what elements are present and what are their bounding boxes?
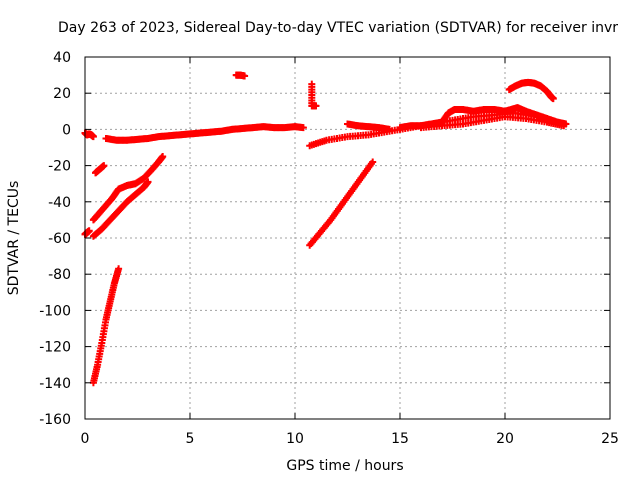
x-tick-label: 5 (186, 431, 195, 447)
data-point (85, 227, 93, 235)
x-tick-label: 20 (496, 431, 514, 447)
chart-title: Day 263 of 2023, Sidereal Day-to-day VTE… (58, 20, 618, 36)
data-point (299, 124, 307, 132)
series-arc-13 (396, 104, 570, 132)
y-tick-label: -40 (48, 195, 71, 211)
x-tick-label: 10 (286, 431, 304, 447)
y-tick-label: -80 (48, 267, 71, 283)
y-tick-label: 0 (62, 122, 71, 138)
data-point (89, 133, 97, 141)
y-tick-label: 20 (53, 86, 71, 102)
data-point (115, 265, 123, 273)
data-point (549, 95, 557, 103)
x-tick-label: 0 (81, 431, 90, 447)
series-arc-5 (89, 265, 123, 387)
data-point (560, 122, 568, 130)
data-point (100, 162, 108, 170)
data-points (81, 71, 570, 387)
data-point (159, 153, 167, 161)
data-point (312, 102, 320, 110)
x-tick-label: 25 (601, 431, 619, 447)
y-tick-label: -160 (39, 412, 71, 428)
data-point (241, 72, 249, 80)
series-arc-14 (417, 113, 568, 132)
x-tick-label: 15 (391, 431, 409, 447)
series-arc-7 (102, 123, 307, 144)
x-axis-title: GPS time / hours (286, 458, 403, 474)
y-tick-label: -100 (39, 303, 71, 319)
data-point (369, 158, 377, 166)
y-tick-label: 40 (53, 50, 71, 66)
y-axis-title: SDTVAR / TECUs (6, 181, 22, 296)
series-arc-12 (344, 120, 393, 133)
y-tick-label: -20 (48, 159, 71, 175)
data-point (144, 178, 152, 186)
series-arc-15 (505, 78, 557, 103)
series-arc-10 (306, 158, 377, 249)
series-arc-4 (89, 178, 152, 240)
series-arc-3 (89, 153, 167, 224)
y-tick-label: -140 (39, 376, 71, 392)
data-point (386, 125, 393, 133)
series-arc-1 (81, 129, 97, 141)
y-tick-label: -60 (48, 231, 71, 247)
y-tick-label: -120 (39, 340, 71, 356)
axis-ticks: 0 5 10 15 20 25 -160 -140 -120 -100 -80 -60 -40 -20 0 2… (39, 50, 619, 447)
series-arc-9 (308, 80, 320, 110)
series-arc-6 (92, 162, 108, 177)
series-arc-8 (232, 71, 249, 80)
